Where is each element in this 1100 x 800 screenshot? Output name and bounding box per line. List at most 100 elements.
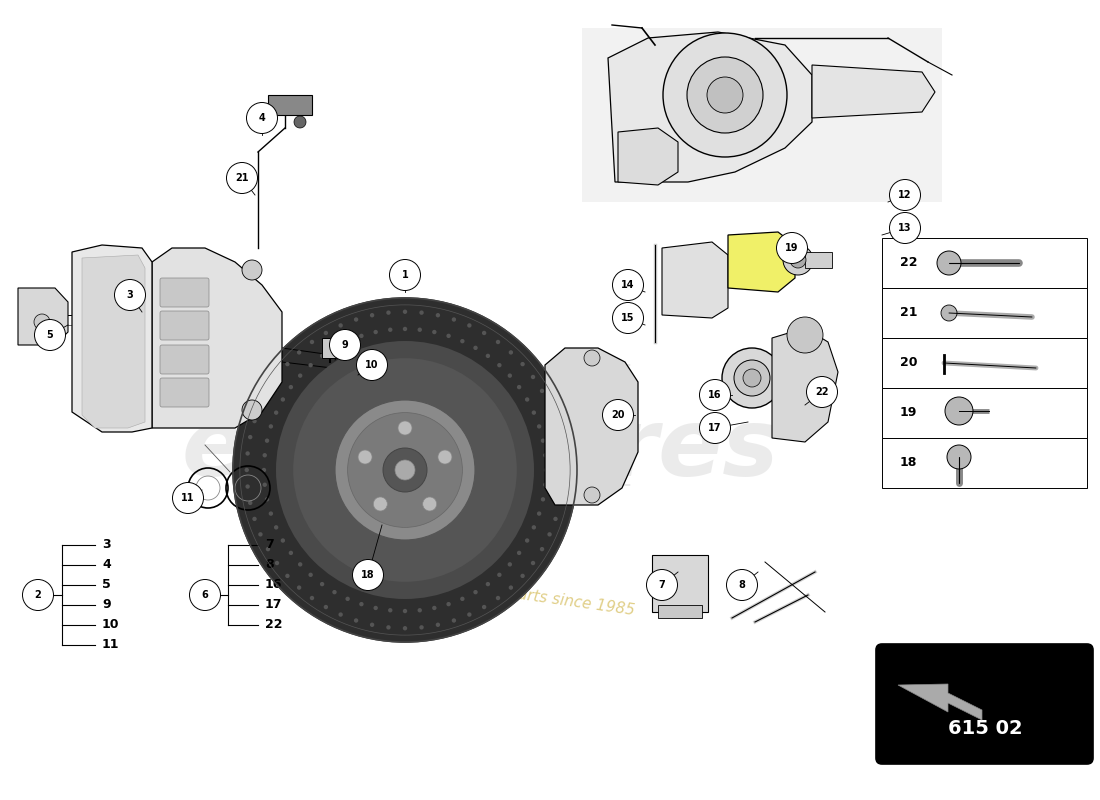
Circle shape — [890, 213, 921, 243]
Circle shape — [777, 233, 807, 263]
Text: 22: 22 — [900, 257, 917, 270]
Circle shape — [517, 550, 521, 555]
Circle shape — [246, 102, 277, 134]
Polygon shape — [544, 348, 638, 505]
Text: 19: 19 — [785, 243, 799, 253]
Circle shape — [386, 310, 390, 315]
Circle shape — [548, 403, 552, 408]
Circle shape — [806, 377, 837, 407]
Circle shape — [268, 511, 273, 516]
Circle shape — [447, 334, 451, 338]
Circle shape — [310, 340, 315, 344]
Circle shape — [298, 374, 302, 378]
Circle shape — [531, 525, 536, 530]
Text: 2: 2 — [34, 590, 42, 600]
Circle shape — [584, 350, 600, 366]
Circle shape — [189, 579, 220, 610]
Circle shape — [227, 162, 257, 194]
Circle shape — [473, 346, 477, 350]
Circle shape — [266, 389, 271, 393]
Circle shape — [308, 363, 312, 367]
Text: a passion for parts since 1985: a passion for parts since 1985 — [405, 571, 636, 618]
Circle shape — [403, 326, 407, 331]
Text: 16: 16 — [708, 390, 722, 400]
Circle shape — [280, 398, 285, 402]
Text: 1: 1 — [402, 270, 408, 280]
Circle shape — [252, 419, 256, 423]
Circle shape — [543, 482, 548, 487]
Circle shape — [263, 482, 267, 487]
Circle shape — [275, 374, 279, 379]
Text: 14: 14 — [621, 280, 635, 290]
Polygon shape — [812, 65, 935, 118]
Circle shape — [418, 327, 422, 332]
Circle shape — [297, 586, 301, 590]
Text: 4: 4 — [102, 558, 111, 571]
Circle shape — [432, 330, 437, 334]
Circle shape — [297, 350, 301, 354]
Circle shape — [700, 413, 730, 443]
Circle shape — [398, 421, 412, 435]
Text: 13: 13 — [899, 223, 912, 233]
Circle shape — [288, 550, 293, 555]
Circle shape — [248, 501, 252, 505]
Circle shape — [497, 573, 502, 577]
Circle shape — [244, 468, 249, 472]
Text: 5: 5 — [46, 330, 54, 340]
Circle shape — [507, 562, 512, 566]
Circle shape — [354, 618, 359, 622]
Text: 10: 10 — [102, 618, 120, 631]
Circle shape — [245, 451, 250, 456]
Circle shape — [22, 579, 54, 610]
FancyBboxPatch shape — [160, 345, 209, 374]
Circle shape — [734, 360, 770, 396]
Circle shape — [742, 369, 761, 387]
Circle shape — [531, 561, 536, 566]
Text: 15: 15 — [621, 313, 635, 323]
Circle shape — [663, 33, 786, 157]
Circle shape — [418, 608, 422, 613]
Circle shape — [320, 354, 324, 358]
Circle shape — [531, 374, 536, 379]
Circle shape — [520, 362, 525, 366]
Circle shape — [561, 468, 565, 472]
Circle shape — [613, 302, 644, 334]
Text: 3: 3 — [126, 290, 133, 300]
Polygon shape — [658, 605, 702, 618]
Polygon shape — [152, 248, 282, 428]
Circle shape — [388, 327, 393, 332]
Circle shape — [790, 252, 806, 268]
FancyBboxPatch shape — [882, 338, 1087, 388]
Polygon shape — [652, 555, 708, 612]
Circle shape — [173, 482, 204, 514]
Circle shape — [252, 517, 256, 521]
Circle shape — [403, 310, 407, 314]
Circle shape — [726, 570, 758, 601]
Text: 6: 6 — [200, 589, 209, 602]
Text: 3: 3 — [102, 538, 111, 551]
Circle shape — [520, 574, 525, 578]
Circle shape — [248, 435, 252, 439]
Circle shape — [370, 313, 374, 318]
Circle shape — [438, 450, 452, 464]
Text: 2: 2 — [34, 589, 43, 602]
Circle shape — [452, 618, 456, 622]
Text: 21: 21 — [235, 173, 249, 183]
Circle shape — [647, 570, 678, 601]
Text: 20: 20 — [900, 357, 917, 370]
Text: 11: 11 — [182, 493, 195, 503]
Circle shape — [268, 424, 273, 429]
Circle shape — [336, 400, 475, 540]
Circle shape — [945, 397, 974, 425]
Circle shape — [541, 438, 546, 443]
Text: 18: 18 — [900, 457, 917, 470]
FancyBboxPatch shape — [160, 311, 209, 340]
FancyBboxPatch shape — [160, 378, 209, 407]
Circle shape — [339, 323, 343, 328]
Circle shape — [263, 453, 267, 458]
Circle shape — [452, 318, 456, 322]
Circle shape — [370, 622, 374, 627]
Circle shape — [389, 259, 420, 290]
Circle shape — [688, 57, 763, 133]
Circle shape — [890, 179, 921, 210]
